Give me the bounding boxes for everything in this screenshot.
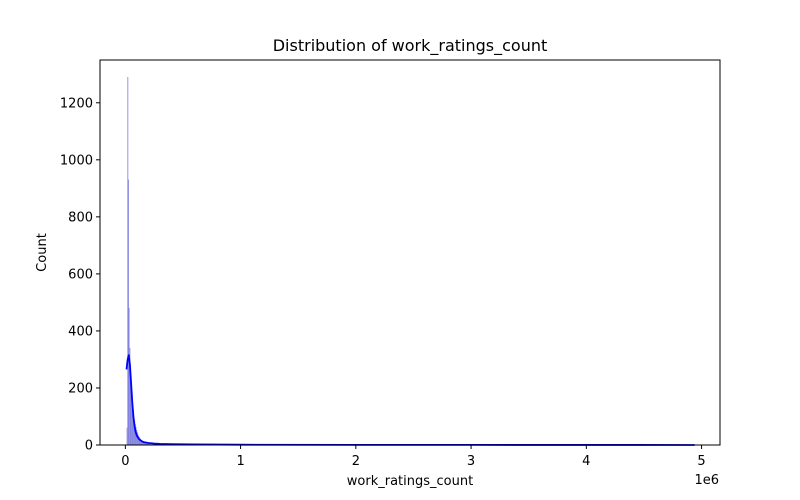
x-tick-label: 0 bbox=[121, 454, 129, 469]
y-axis-ticks: 0 200 400 600 800 1000 1200 bbox=[60, 96, 100, 454]
y-tick-label: 200 bbox=[68, 381, 93, 396]
x-axis-offset-label: 1e6 bbox=[694, 473, 719, 488]
x-tick-label: 3 bbox=[467, 454, 475, 469]
x-tick-label: 4 bbox=[582, 454, 590, 469]
x-axis-ticks: 0 1 2 3 4 5 bbox=[121, 445, 706, 469]
y-tick-label: 1200 bbox=[60, 96, 93, 111]
x-tick-label: 5 bbox=[697, 454, 705, 469]
y-tick-label: 600 bbox=[68, 267, 93, 282]
y-tick-label: 800 bbox=[68, 210, 93, 225]
x-tick-label: 1 bbox=[236, 454, 244, 469]
chart-title: Distribution of work_ratings_count bbox=[273, 36, 548, 56]
y-tick-label: 1000 bbox=[60, 153, 93, 168]
x-axis-label: work_ratings_count bbox=[347, 474, 473, 489]
y-axis-label: Count bbox=[35, 233, 50, 272]
y-tick-label: 400 bbox=[68, 324, 93, 339]
y-tick-label: 0 bbox=[85, 439, 93, 454]
plot-frame bbox=[99, 59, 721, 446]
x-tick-label: 2 bbox=[352, 454, 360, 469]
